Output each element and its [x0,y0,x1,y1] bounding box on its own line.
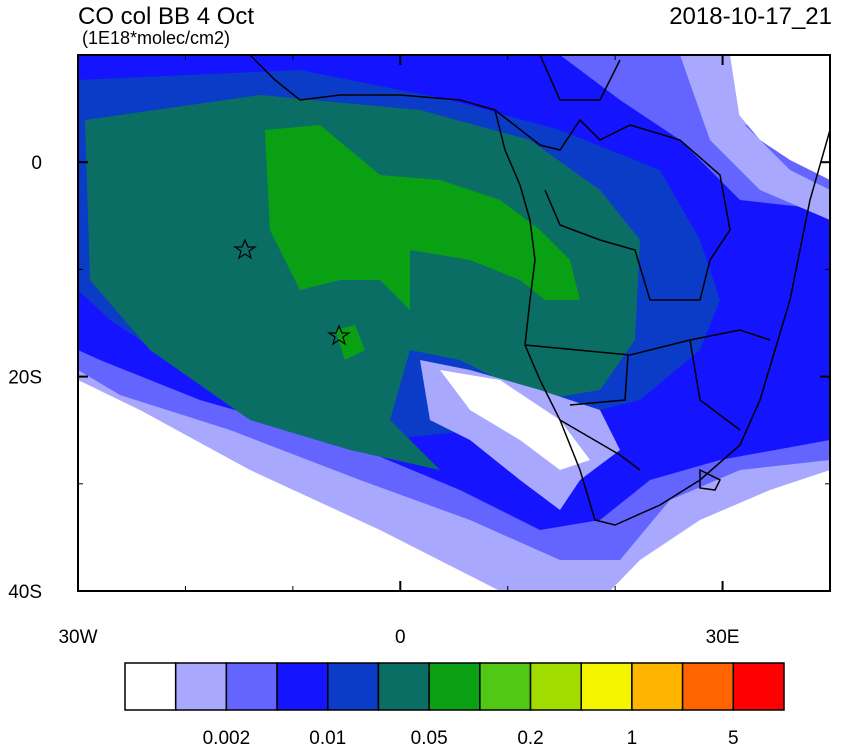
map-field [78,55,830,591]
title: CO col BB 4 Oct [78,3,254,30]
colorbar-box [174,662,228,711]
colorbar-box [631,662,684,711]
colorbar-box [377,662,430,711]
colorbar-box [327,662,380,711]
colorbar-box [529,662,582,711]
date: 2018-10-17_21 [669,3,832,30]
colorbar-box [732,662,785,711]
colorbar-label: 5 [728,728,739,747]
colorbar-box [124,662,177,711]
y-tick-label: 40S [8,582,42,603]
subtitle: (1E18*molec/cm2) [82,28,230,48]
colorbar-label: 0.2 [517,728,543,747]
star-marker [327,324,351,346]
colorbar-label: 0.05 [411,728,448,747]
colorbar-box [428,662,481,711]
star-marker [233,238,257,260]
colorbar-box [276,662,329,711]
colorbar-box [580,662,633,711]
y-tick-label: 20S [8,368,42,389]
map-frame [77,54,831,592]
x-tick-label: 30E [706,627,740,648]
colorbar-box [225,662,278,711]
colorbar-box [479,662,532,711]
x-tick-label: 30W [58,627,97,648]
x-tick-label: 0 [395,627,406,648]
colorbar-box [681,662,735,711]
colorbar-label: 1 [627,728,638,747]
y-tick-label: 0 [31,153,42,174]
colorbar-label: 0.002 [203,728,251,747]
colorbar-label: 0.01 [309,728,346,747]
